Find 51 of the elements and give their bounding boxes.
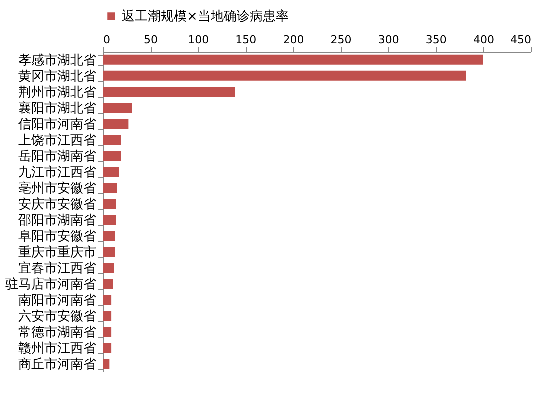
bar: [103, 86, 236, 97]
x-tick-label: 150: [236, 34, 257, 46]
bar: [103, 359, 110, 370]
y-tick-label: 邵阳市湖南省: [18, 214, 96, 229]
y-tick-label: 安庆市安徽省: [18, 196, 96, 212]
y-tick-label: 南阳市河南省: [18, 294, 96, 309]
x-tick-label: 400: [473, 34, 494, 46]
y-tick-label: 黄冈市湖北省: [18, 69, 96, 84]
x-tick-label: 200: [283, 34, 304, 46]
y-tick-label: 驻马店市河南省: [6, 276, 96, 293]
bar: [103, 311, 112, 322]
x-tick-label: 350: [426, 34, 447, 46]
y-tick-label: 信阳市河南省: [18, 117, 96, 132]
y-tick-label: 孝感市湖北省: [18, 53, 96, 68]
y-tick-label: 赣州市江西省: [18, 342, 96, 357]
y-tick-label: 常德市湖南省: [18, 326, 96, 341]
bar: [103, 150, 122, 161]
bar: [103, 198, 116, 209]
bar: [103, 102, 132, 113]
y-tick-label: 重庆市重庆市: [18, 246, 96, 261]
bar: [103, 327, 112, 338]
x-tick-label: 0: [104, 34, 110, 46]
x-tick-label: 300: [378, 34, 400, 46]
x-tick-label: 50: [144, 34, 158, 46]
bar: [103, 263, 114, 274]
x-tick-label: 100: [188, 34, 210, 46]
bar: [103, 166, 120, 177]
bar: [103, 231, 116, 242]
y-tick-label: 襄阳市湖北省: [18, 100, 96, 116]
y-tick-label: 九江市江西省: [18, 165, 96, 180]
y-tick-label: 商丘市河南省: [18, 358, 96, 373]
bar: [103, 54, 484, 65]
y-tick-label: 荆州市湖北省: [18, 85, 96, 100]
bar: [103, 343, 112, 354]
y-tick-label: 六安市安徽省: [18, 308, 96, 325]
y-tick-label: 上饶市江西省: [18, 133, 96, 148]
bar: [103, 118, 129, 129]
bar: [103, 134, 122, 145]
bar: [103, 70, 466, 81]
bar: [103, 279, 114, 290]
x-tick-label: 450: [510, 34, 532, 46]
bar: [103, 215, 116, 226]
x-tick-label: 250: [330, 34, 352, 46]
y-tick-label: 宜春市江西省: [18, 260, 96, 277]
legend-label: 返工潮规模×当地确诊病患率: [122, 8, 289, 24]
bar: [103, 247, 116, 258]
y-tick-label: 亳州市安徽省: [18, 180, 96, 196]
y-tick-label: 岳阳市湖南省: [18, 149, 96, 164]
y-tick-label: 阜阳市安徽省: [18, 228, 96, 245]
bar: [103, 182, 118, 193]
bar: [103, 295, 112, 306]
